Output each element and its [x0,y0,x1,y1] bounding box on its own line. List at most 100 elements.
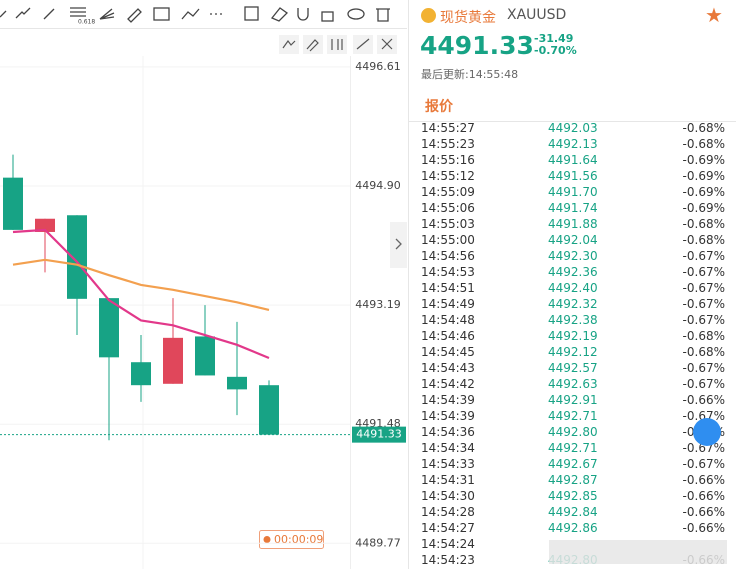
quote-row: 14:54:27 4492.86 -0.66% [409,520,736,536]
quote-row: 14:55:09 4491.70 -0.69% [409,184,736,200]
tool-delete[interactable] [376,8,390,22]
row-change: -0.66% [682,393,725,407]
row-change: -0.68% [682,345,725,359]
row-change: -0.66% [682,473,725,487]
quote-row: 14:54:34 4492.71 -0.67% [409,440,736,456]
row-change: -0.68% [682,122,725,135]
tool-fan[interactable] [99,8,115,20]
toolbar-icons [0,6,390,23]
row-price: 4492.03 [548,122,598,135]
quote-row: 14:54:39 4492.71 -0.67% [409,408,736,424]
tool-magnet[interactable] [297,8,309,21]
quote-row: 14:54:39 4492.91 -0.66% [409,392,736,408]
countdown: 00:00:09 [274,533,323,546]
row-time: 14:54:46 [421,329,475,343]
row-change: -0.69% [682,169,725,183]
y-tick-label: 4494.90 [355,179,401,192]
row-change: -0.66% [682,505,725,519]
tool-line[interactable] [0,10,7,18]
row-time: 14:54:43 [421,361,475,375]
btn-draw[interactable] [306,39,319,52]
row-change: -0.67% [682,377,725,391]
btn-bg [279,35,299,54]
quote-row: 14:54:31 4492.87 -0.66% [409,472,736,488]
tool-image[interactable] [153,7,170,21]
tab-quotes[interactable]: 报价 [425,99,453,115]
btn-expand[interactable] [356,38,370,50]
row-price: 4491.88 [548,217,598,231]
row-time: 14:55:06 [421,201,475,215]
tool-pen[interactable] [127,8,142,23]
candle-body [67,215,87,299]
quote-row: 14:55:27 4492.03 -0.68% [409,122,736,136]
quote-row: 14:54:56 4492.30 -0.67% [409,248,736,264]
row-price: 4492.40 [548,281,598,295]
gold-icon [421,8,436,23]
row-price: 4492.80 [548,425,598,439]
candle-body [259,385,279,435]
quote-updated: 最后更新:14:55:48 [421,68,519,81]
quote-symbol: XAUUSD [507,7,567,23]
row-time: 14:54:42 [421,377,475,391]
tool-eraser[interactable] [270,7,289,22]
btn-bg [303,35,323,54]
row-time: 14:54:24 [421,537,475,551]
quote-change: -31.49 [534,32,574,45]
quote-row: 14:54:46 4492.19 -0.68% [409,328,736,344]
quote-row: 14:54:28 4492.84 -0.66% [409,504,736,520]
row-price: 4492.36 [548,265,598,279]
quote-row: 14:55:03 4491.88 -0.68% [409,216,736,232]
row-change: -0.68% [682,329,725,343]
btn-candle[interactable] [331,39,343,50]
row-time: 14:54:39 [421,409,475,423]
candle-body [227,376,247,390]
row-time: 14:54:23 [421,553,475,567]
collapse-button[interactable] [390,222,407,268]
candle-body [195,336,215,376]
candle-body [131,362,151,386]
favorite-star[interactable]: ★ [705,3,723,27]
quote-row: 14:54:48 4492.38 -0.67% [409,312,736,328]
quote-row: 14:54:49 4492.32 -0.67% [409,296,736,312]
row-change: -0.69% [682,153,725,167]
quote-row: 14:54:51 4492.40 -0.67% [409,280,736,296]
row-change: -0.68% [682,137,725,151]
row-time: 14:55:03 [421,217,475,231]
tool-lock[interactable] [321,11,334,22]
row-change: -0.67% [682,281,725,295]
row-price: 4492.19 [548,329,598,343]
quote-row: 14:54:43 4492.57 -0.67% [409,360,736,376]
btn-indicator[interactable] [282,39,296,49]
moving-average [12,258,270,312]
row-change: -0.67% [682,249,725,263]
float-button[interactable] [693,418,721,446]
btn-close[interactable] [381,38,393,50]
row-change: -0.67% [682,297,725,311]
row-time: 14:54:33 [421,457,475,471]
row-price: 4491.64 [548,153,598,167]
quote-price: 4491.33 [420,31,534,60]
tool-trend[interactable] [181,8,200,20]
tool-eye[interactable] [347,8,365,20]
tool-polyline[interactable] [15,7,31,19]
quote-row: 14:55:06 4491.74 -0.69% [409,200,736,216]
row-price: 4492.63 [548,377,598,391]
row-change: -0.67% [682,313,725,327]
tool-fib[interactable] [70,7,86,17]
collapse-arrow [395,238,402,250]
window-buttons [279,35,397,54]
row-change: -0.67% [682,361,725,375]
row-time: 14:55:12 [421,169,475,183]
row-change: -0.67% [682,457,725,471]
row-time: 14:55:16 [421,153,475,167]
tool-ray[interactable] [43,8,55,20]
quote-row: 14:54:53 4492.36 -0.67% [409,264,736,280]
tool-note[interactable] [244,6,259,21]
candle-body [3,177,23,230]
row-price: 4492.13 [548,137,598,151]
watermark [549,540,727,564]
row-price: 4492.84 [548,505,598,519]
row-time: 14:54:56 [421,249,475,263]
row-time: 14:54:31 [421,473,475,487]
